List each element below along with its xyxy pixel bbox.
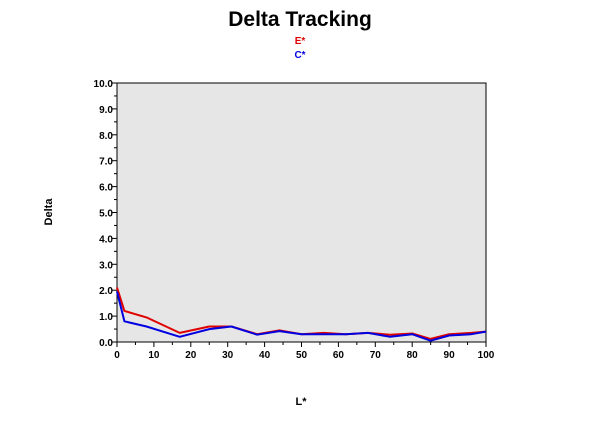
x-tick-label: 100 [478, 350, 495, 361]
y-tick-label: 7.0 [99, 157, 113, 168]
legend-entry-c: C* [294, 50, 305, 61]
y-tick-label: 4.0 [99, 234, 113, 245]
x-tick-label: 20 [185, 350, 197, 361]
x-tick-label: 60 [333, 350, 345, 361]
series-line-c [116, 291, 487, 342]
y-tick-label: 9.0 [99, 105, 113, 116]
x-tick-label: 80 [407, 350, 419, 361]
x-tick-label: 40 [259, 350, 271, 361]
y-tick-label: 1.0 [99, 312, 113, 323]
y-tick-label: 8.0 [99, 131, 113, 142]
y-tick-label: 0.0 [99, 338, 113, 349]
y-tick-label: 2.0 [99, 286, 113, 297]
y-tick-label: 10.0 [94, 79, 114, 90]
y-axis-label: Delta [43, 198, 55, 226]
chart-title: Delta Tracking [228, 8, 372, 31]
x-axis-label: L* [296, 396, 308, 408]
x-tick-label: 50 [296, 350, 308, 361]
x-tick-label: 90 [444, 350, 456, 361]
y-axis: 0.0 1.0 2.0 3.0 4.0 5.0 6.0 7.0 8.0 9.0 10.0 [94, 79, 117, 349]
plot-area [116, 82, 487, 343]
x-axis: 0 10 20 30 40 50 60 70 80 90 100 [114, 342, 495, 361]
x-tick-label: 10 [148, 350, 160, 361]
y-tick-label: 3.0 [99, 260, 113, 271]
x-tick-label: 0 [114, 350, 120, 361]
series-lines [116, 287, 487, 342]
legend-entry-e: E* [295, 36, 306, 47]
y-tick-label: 6.0 [99, 183, 113, 194]
x-tick-label: 70 [370, 350, 382, 361]
y-tick-label: 5.0 [99, 209, 113, 220]
x-tick-label: 30 [222, 350, 234, 361]
